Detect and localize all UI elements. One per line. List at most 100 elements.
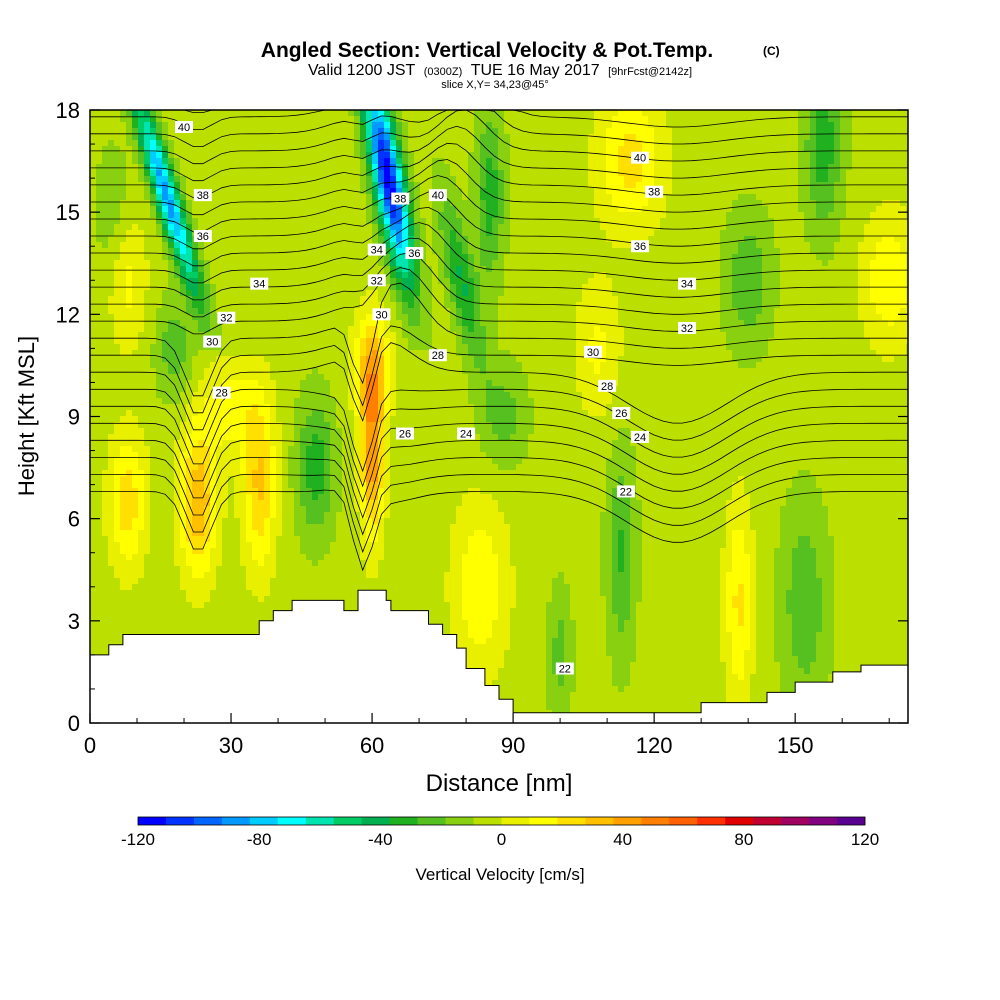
velocity-cell [174, 476, 181, 483]
velocity-cell [336, 212, 343, 219]
velocity-cell [222, 554, 229, 561]
velocity-cell [90, 542, 97, 549]
velocity-cell [372, 326, 379, 333]
velocity-cell [348, 452, 355, 459]
velocity-cell [372, 266, 379, 273]
velocity-cell [324, 254, 331, 261]
velocity-cell [234, 626, 241, 633]
velocity-cell [102, 422, 109, 429]
velocity-cell [162, 152, 169, 159]
velocity-cell [354, 470, 361, 477]
velocity-cell [300, 494, 307, 501]
velocity-cell [204, 320, 211, 327]
velocity-cell [156, 614, 163, 621]
velocity-cell [204, 278, 211, 285]
velocity-cell [132, 266, 139, 273]
velocity-cell [234, 326, 241, 333]
velocity-cell [108, 608, 115, 615]
velocity-cell [258, 194, 265, 201]
velocity-cell [258, 158, 265, 165]
velocity-cell [162, 212, 169, 219]
velocity-cell [150, 518, 157, 525]
velocity-cell [366, 182, 373, 189]
velocity-cell [282, 182, 289, 189]
velocity-cell [324, 218, 331, 225]
velocity-cell [312, 560, 319, 567]
velocity-cell [300, 296, 307, 303]
velocity-cell [192, 254, 199, 261]
velocity-cell [312, 386, 319, 393]
velocity-cell [180, 536, 187, 543]
velocity-cell [114, 632, 121, 639]
velocity-cell [288, 350, 295, 357]
velocity-cell [156, 398, 163, 405]
velocity-cell [240, 596, 247, 603]
velocity-cell [168, 626, 175, 633]
velocity-cell [132, 278, 139, 285]
velocity-cell [240, 218, 247, 225]
velocity-cell [204, 602, 211, 609]
velocity-cell [252, 140, 259, 147]
velocity-cell [294, 188, 301, 195]
velocity-cell [270, 176, 277, 183]
velocity-cell [126, 578, 133, 585]
velocity-cell [144, 512, 151, 519]
velocity-cell [354, 344, 361, 351]
velocity-cell [150, 494, 157, 501]
velocity-cell [342, 476, 349, 483]
velocity-cell [336, 572, 343, 579]
velocity-cell [132, 440, 139, 447]
velocity-cell [126, 236, 133, 243]
velocity-cell [156, 296, 163, 303]
velocity-cell [252, 248, 259, 255]
velocity-cell [138, 158, 145, 165]
velocity-cell [300, 284, 307, 291]
velocity-cell [156, 356, 163, 363]
velocity-cell [282, 152, 289, 159]
velocity-cell [276, 140, 283, 147]
velocity-cell [180, 620, 187, 627]
velocity-cell [174, 200, 181, 207]
velocity-cell [312, 404, 319, 411]
velocity-cell [156, 140, 163, 147]
velocity-cell [330, 290, 337, 297]
velocity-cell [318, 512, 325, 519]
velocity-cell [198, 296, 205, 303]
velocity-cell [246, 266, 253, 273]
velocity-cell [372, 128, 379, 135]
velocity-cell [360, 380, 367, 387]
velocity-cell [168, 530, 175, 537]
velocity-cell [102, 584, 109, 591]
velocity-cell [156, 314, 163, 321]
velocity-cell [210, 488, 217, 495]
velocity-cell [90, 158, 97, 165]
velocity-cell [366, 260, 373, 267]
velocity-cell [228, 374, 235, 381]
velocity-cell [318, 584, 325, 591]
velocity-cell [210, 278, 217, 285]
velocity-cell [156, 602, 163, 609]
velocity-cell [330, 500, 337, 507]
velocity-cell [234, 578, 241, 585]
velocity-cell [108, 332, 115, 339]
velocity-cell [138, 308, 145, 315]
velocity-cell [372, 368, 379, 375]
velocity-cell [96, 368, 103, 375]
velocity-cell [258, 518, 265, 525]
velocity-cell [192, 296, 199, 303]
velocity-cell [156, 350, 163, 357]
velocity-cell [108, 140, 115, 147]
velocity-cell [270, 482, 277, 489]
velocity-cell [228, 560, 235, 567]
velocity-cell [180, 626, 187, 633]
velocity-cell [246, 380, 253, 387]
velocity-cell [90, 230, 97, 237]
velocity-cell [324, 512, 331, 519]
velocity-cell [192, 278, 199, 285]
velocity-cell [330, 554, 337, 561]
velocity-cell [234, 482, 241, 489]
velocity-cell [216, 410, 223, 417]
velocity-cell [366, 542, 373, 549]
velocity-cell [186, 596, 193, 603]
velocity-cell [180, 458, 187, 465]
